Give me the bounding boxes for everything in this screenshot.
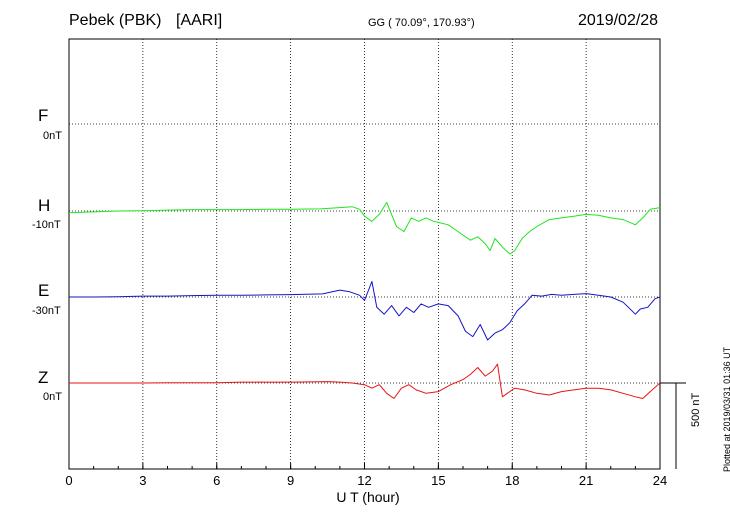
tick-label-6: 6: [213, 473, 221, 488]
date-label: 2019/02/28: [578, 12, 659, 29]
scale-bar-label: 500 nT: [690, 392, 702, 427]
channel-f-baseline: 0nT: [43, 130, 62, 142]
tick-label-12: 12: [357, 473, 372, 488]
plot-frame: [68, 38, 661, 470]
channel-h-baseline: -10nT: [32, 219, 61, 231]
baseline-gridlines: [69, 123, 660, 384]
network-label: [AARI]: [176, 12, 223, 29]
geographic-coords: GG ( 70.09°, 170.93°): [368, 17, 475, 29]
x-axis-label: U T (hour): [336, 489, 400, 505]
trace-h: [68, 201, 661, 255]
channel-h-name: H: [38, 196, 51, 215]
trace-z: [69, 363, 661, 399]
tick-label-24: 24: [652, 473, 668, 488]
vertical-gridlines: [142, 39, 587, 469]
tick-label-21: 21: [578, 473, 594, 488]
scale-bar: [660, 382, 686, 469]
tick-label-9: 9: [287, 473, 295, 488]
tick-label-3: 3: [139, 473, 147, 488]
plotted-timestamp: Plotted at 2019/03/31 01:36 UT: [722, 346, 730, 472]
channel-traces: [68, 201, 661, 399]
channel-z-name: Z: [38, 368, 49, 387]
station-title: Pebek (PBK): [69, 12, 162, 29]
tick-label-18: 18: [505, 473, 520, 488]
x-axis-ticks: [68, 463, 661, 469]
channel-e-baseline: -30nT: [32, 305, 61, 317]
trace-e: [69, 281, 661, 341]
channel-z-baseline: 0nT: [43, 391, 62, 403]
tick-label-0: 0: [65, 473, 73, 488]
channel-f-name: F: [38, 106, 49, 125]
tick-label-15: 15: [431, 473, 446, 488]
channel-e-name: E: [38, 281, 50, 300]
